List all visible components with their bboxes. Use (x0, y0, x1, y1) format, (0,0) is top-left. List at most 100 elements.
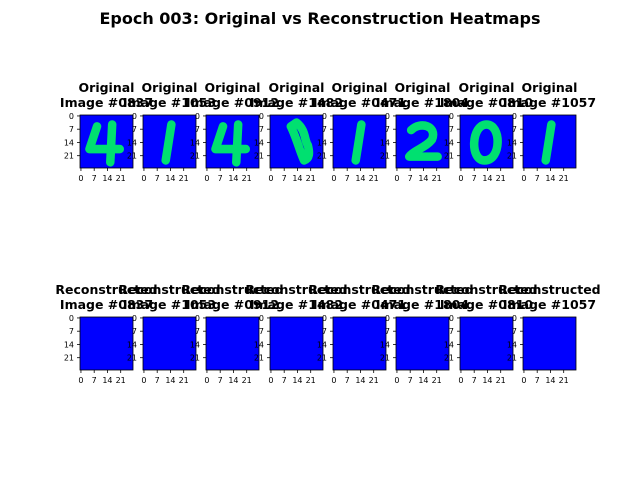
panel-title-line2: Image #0471 (313, 95, 406, 110)
x-tick-label: 7 (535, 376, 540, 385)
panel-title-line1: Original (522, 80, 578, 95)
panel-title-line1: Reconstructed (308, 282, 410, 297)
panel-title-line2: Image #1804 (376, 95, 469, 110)
y-tick-label: 14 (380, 138, 390, 147)
y-tick-label: 21 (507, 152, 517, 161)
x-tick-label: 7 (92, 174, 97, 183)
y-tick-label: 14 (127, 340, 137, 349)
x-tick-label: 14 (482, 174, 492, 183)
x-tick-label: 0 (268, 174, 273, 183)
heatmap-image (270, 317, 323, 370)
x-tick-label: 14 (292, 376, 302, 385)
x-tick-label: 21 (559, 174, 569, 183)
heatmap-image (523, 317, 576, 370)
y-tick-label: 7 (195, 327, 200, 336)
panel-title-line2: Image #1057 (503, 95, 596, 110)
x-tick-label: 21 (559, 376, 569, 385)
y-tick-label: 14 (254, 340, 264, 349)
axes-frame (459, 316, 514, 371)
y-tick-label: 7 (385, 125, 390, 134)
y-tick-label: 0 (195, 112, 200, 121)
heatmap-image (206, 317, 259, 370)
y-tick-label: 14 (507, 138, 517, 147)
x-tick-label: 14 (292, 174, 302, 183)
axes-frame (332, 316, 387, 371)
panel-title-line2: Image #1804 (376, 297, 469, 312)
x-tick-label: 21 (116, 174, 126, 183)
digit-stroke (161, 120, 176, 165)
figure-title: Epoch 003: Original vs Reconstruction He… (99, 9, 540, 28)
y-tick-label: 0 (132, 314, 137, 323)
y-tick-label: 14 (190, 138, 200, 147)
y-tick-label: 21 (190, 354, 200, 363)
axes-frame (522, 114, 577, 169)
panel-title-line1: Reconstructed (435, 282, 537, 297)
y-tick-label: 0 (385, 314, 390, 323)
y-tick-label: 7 (322, 327, 327, 336)
x-tick-label: 14 (545, 174, 555, 183)
y-tick-label: 21 (64, 152, 74, 161)
x-tick-label: 0 (141, 174, 146, 183)
x-tick-label: 21 (116, 376, 126, 385)
panel-title-line1: Reconstructed (181, 282, 283, 297)
y-tick-label: 14 (254, 138, 264, 147)
x-tick-label: 7 (92, 376, 97, 385)
panel-title-line1: Reconstructed (55, 282, 157, 297)
panel-title-line2: Image #1057 (503, 297, 596, 312)
x-tick-label: 0 (204, 376, 209, 385)
y-tick-label: 21 (380, 152, 390, 161)
y-tick-label: 0 (385, 112, 390, 121)
y-tick-label: 14 (380, 340, 390, 349)
digit-glyph (286, 118, 314, 165)
panel-title-line2: Image #1053 (123, 297, 216, 312)
y-tick-label: 14 (444, 138, 454, 147)
digit-glyph (469, 120, 502, 165)
y-tick-label: 0 (512, 112, 517, 121)
panel-title-line2: Image #0810 (440, 297, 533, 312)
y-tick-label: 7 (449, 125, 454, 134)
y-tick-label: 7 (132, 327, 137, 336)
y-tick-label: 21 (190, 152, 200, 161)
heatmap-image (333, 317, 386, 370)
panel-title-line2: Image #0837 (60, 297, 153, 312)
x-tick-label: 14 (482, 376, 492, 385)
y-tick-label: 0 (322, 112, 327, 121)
axes-frame (142, 114, 197, 169)
y-tick-label: 21 (380, 354, 390, 363)
x-tick-label: 0 (521, 174, 526, 183)
x-tick-label: 0 (268, 376, 273, 385)
x-tick-label: 14 (102, 174, 112, 183)
x-tick-label: 21 (179, 376, 189, 385)
x-tick-label: 7 (218, 376, 223, 385)
axes-frame (459, 114, 514, 169)
axes-frame (395, 114, 450, 169)
axes-frame (142, 316, 197, 371)
x-tick-label: 14 (228, 174, 238, 183)
digit-glyph (404, 121, 442, 161)
x-tick-label: 0 (394, 376, 399, 385)
panel-title-line2: Image #1482 (250, 95, 343, 110)
x-tick-label: 7 (218, 174, 223, 183)
x-tick-label: 0 (458, 376, 463, 385)
y-tick-label: 7 (69, 327, 74, 336)
x-tick-label: 21 (306, 376, 316, 385)
x-tick-label: 21 (179, 174, 189, 183)
panel-title-line2: Image #1053 (123, 95, 216, 110)
y-tick-label: 7 (322, 125, 327, 134)
digit-stroke (469, 120, 502, 165)
panel-title-line2: Image #1482 (250, 297, 343, 312)
x-tick-label: 14 (165, 174, 175, 183)
y-tick-label: 21 (127, 152, 137, 161)
y-tick-label: 14 (317, 138, 327, 147)
y-tick-label: 7 (449, 327, 454, 336)
x-tick-label: 21 (496, 376, 506, 385)
x-tick-label: 14 (355, 174, 365, 183)
